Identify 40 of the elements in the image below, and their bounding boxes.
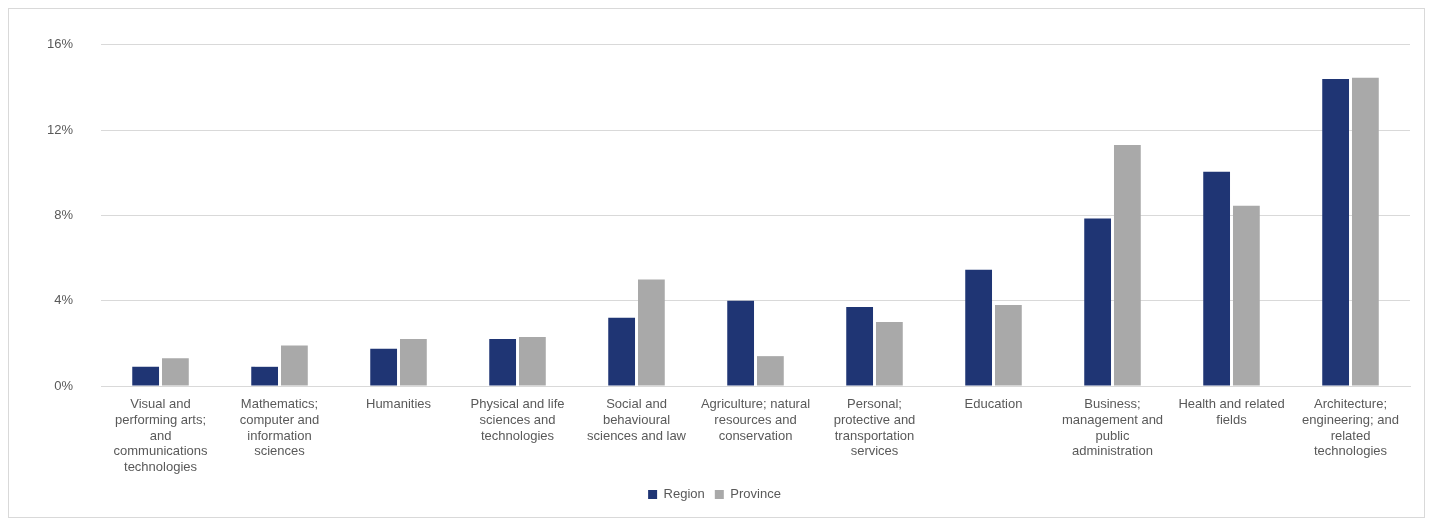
bar xyxy=(1351,77,1379,386)
bar xyxy=(1322,78,1350,386)
bar xyxy=(876,322,903,386)
bar xyxy=(370,348,398,386)
x-tick-label: Visual and performing arts; and communications technologies xyxy=(113,396,208,474)
bar xyxy=(400,339,427,386)
x-tick-label: Personal; protective and transportation services xyxy=(833,396,916,459)
bar xyxy=(757,356,784,386)
bar xyxy=(132,366,160,386)
bar xyxy=(994,304,1022,386)
bar xyxy=(281,345,308,386)
x-tick-label: Social and behavioural sciences and law xyxy=(587,396,687,443)
bar xyxy=(608,317,636,386)
bar xyxy=(727,300,755,386)
x-tick-label: Education xyxy=(964,396,1023,412)
legend-label: Region xyxy=(663,486,705,502)
x-tick-label: Architecture; engineering; and related technologies xyxy=(1302,396,1399,459)
x-tick-label: Physical and life sciences and technologies xyxy=(470,396,565,443)
x-tick-label: Health and related fields xyxy=(1178,396,1285,427)
x-tick-label: Mathematics; computer and information sciences xyxy=(239,396,320,459)
y-tick-label: 8% xyxy=(54,206,74,222)
bar xyxy=(1203,171,1231,386)
bar xyxy=(965,269,993,386)
y-tick-label: 4% xyxy=(54,292,74,308)
bar xyxy=(162,358,189,386)
bar xyxy=(1232,205,1260,386)
bar xyxy=(846,307,874,386)
bar xyxy=(1084,218,1112,386)
x-tick-label: Humanities xyxy=(366,396,432,412)
bar xyxy=(251,366,279,386)
bar xyxy=(489,339,517,386)
x-tick-label: Agriculture; natural resources and conservation xyxy=(700,396,811,443)
y-tick-label: 12% xyxy=(46,121,74,137)
bar xyxy=(638,279,665,386)
bar xyxy=(1113,145,1141,386)
legend-label: Province xyxy=(730,486,781,502)
y-tick-label: 16% xyxy=(46,36,74,52)
y-tick-label: 0% xyxy=(54,377,74,393)
bar xyxy=(519,336,546,386)
x-tick-label: Business; management and public administration xyxy=(1061,396,1164,459)
